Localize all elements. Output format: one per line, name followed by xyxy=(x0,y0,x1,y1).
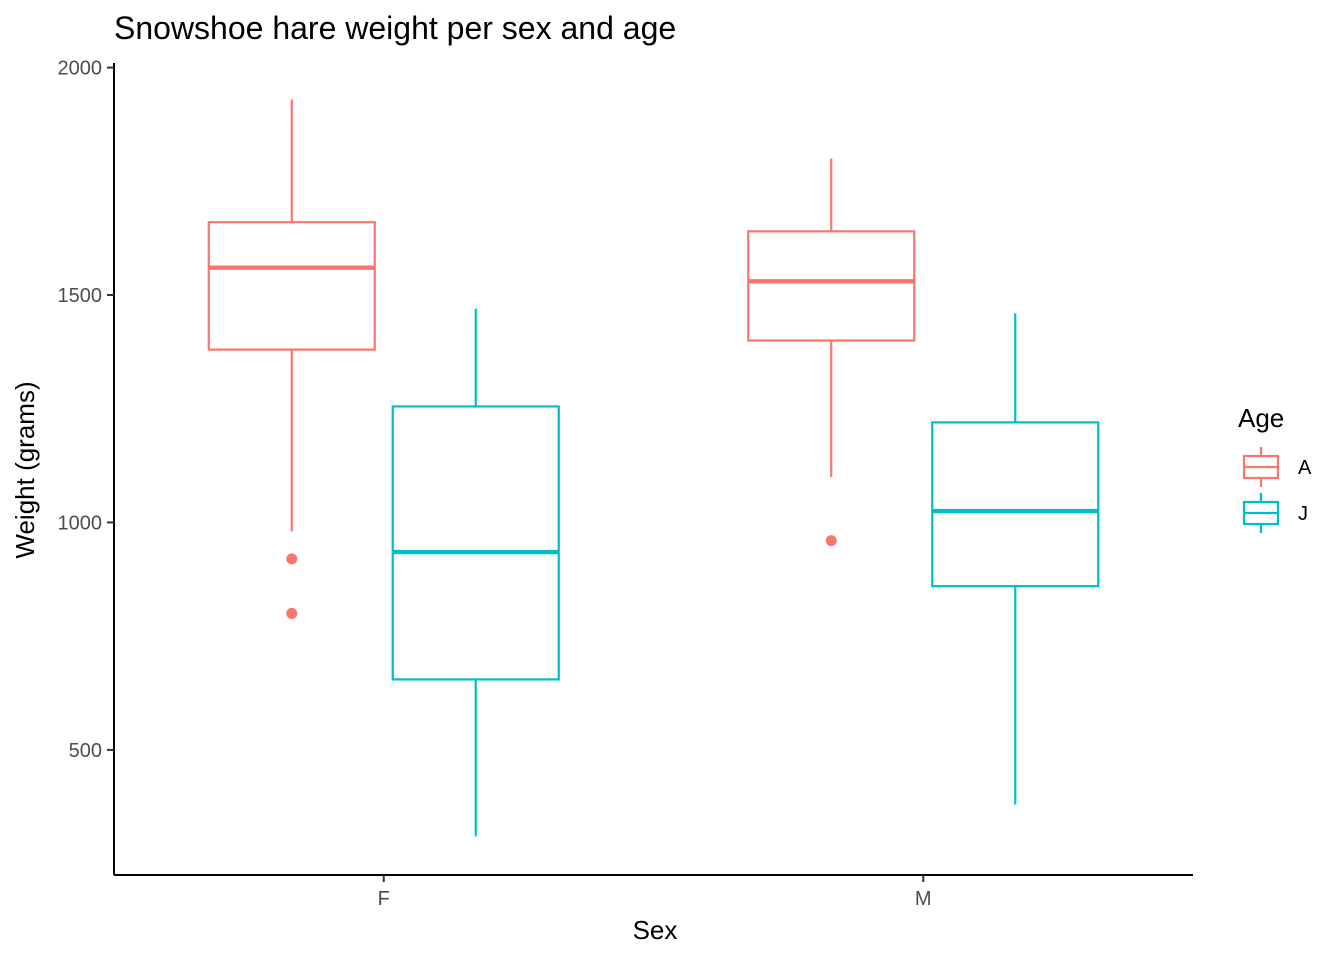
legend-label: J xyxy=(1298,503,1308,525)
outlier-point xyxy=(286,553,298,565)
iqr-box xyxy=(747,230,916,342)
box-A-F xyxy=(207,99,376,619)
iqr-box xyxy=(931,421,1100,588)
y-tick-label: 1500 xyxy=(58,285,103,307)
legend-title: Age xyxy=(1238,403,1284,433)
iqr-box xyxy=(207,221,376,351)
axes: 500 1000 1500 2000 F M xyxy=(58,58,1193,910)
y-tick-label: 500 xyxy=(69,740,102,762)
legend-item-A: A xyxy=(1242,447,1312,487)
x-axis-title: Sex xyxy=(633,915,678,945)
legend-label: A xyxy=(1298,457,1312,479)
y-tick-label: 2000 xyxy=(58,58,103,80)
plot-area xyxy=(207,99,1100,837)
x-tick-label: M xyxy=(915,888,932,910)
iqr-box xyxy=(391,405,560,681)
legend: Age A J xyxy=(1238,403,1312,533)
legend-item-J: J xyxy=(1242,493,1308,533)
outlier-point xyxy=(825,535,837,547)
x-tick-label: F xyxy=(378,888,390,910)
box-J-F xyxy=(391,308,560,837)
box-J-M xyxy=(931,313,1100,805)
box-A-M xyxy=(747,158,916,547)
chart-title: Snowshoe hare weight per sex and age xyxy=(114,10,676,46)
outlier-point xyxy=(286,607,298,619)
y-axis-title: Weight (grams) xyxy=(10,381,40,558)
y-tick-label: 1000 xyxy=(58,512,103,534)
